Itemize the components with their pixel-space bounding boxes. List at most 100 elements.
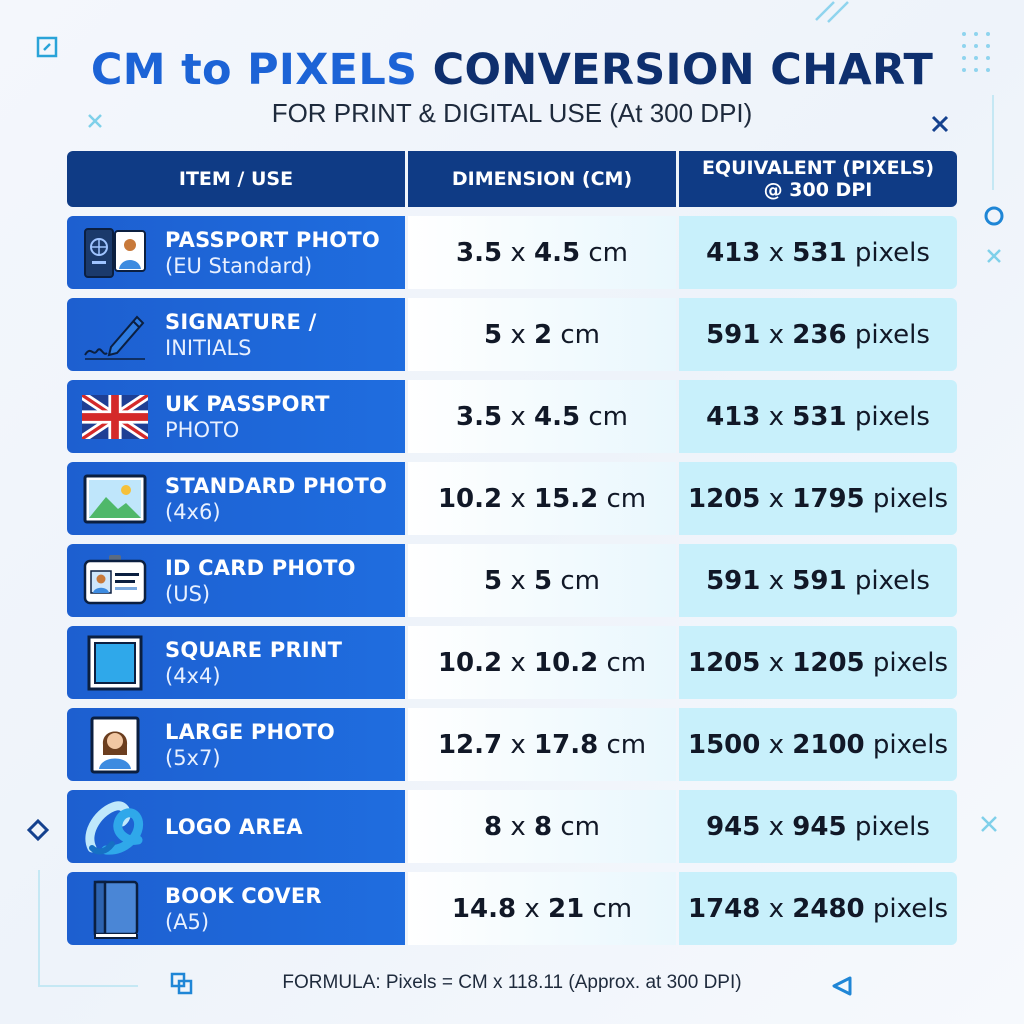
item-label-line2: (5x7) xyxy=(165,745,221,770)
pixels-width: 1205 xyxy=(687,647,761,678)
page-subtitle: FOR PRINT & DIGITAL USE (At 300 DPI) xyxy=(271,98,753,128)
pixels-height: 531 xyxy=(792,401,847,432)
dimension-height: 2 xyxy=(534,319,553,350)
item-label-line2: (EU Standard) xyxy=(165,253,313,278)
pixels-unit: pixels xyxy=(854,319,930,350)
item-label-line1: BOOK COVER xyxy=(165,883,322,908)
dimension-width: 3.5 xyxy=(456,401,503,432)
item-label-line1: PASSPORT PHOTO xyxy=(165,227,380,252)
dimension-width: 12.7 xyxy=(437,729,503,760)
dimension-unit: cm xyxy=(588,401,628,432)
header-equivalent: EQUIVALENT (PIXELS) @ 300 DPI xyxy=(679,151,957,207)
item-cell: BOOK COVER (A5) xyxy=(67,872,405,945)
header-equivalent-line2: @ 300 DPI xyxy=(763,179,873,201)
pixels-height: 236 xyxy=(792,319,847,350)
table-row: UK PASSPORT PHOTO 3.5 x 4.5 cm 413 x 531 pi… xyxy=(67,380,957,453)
item-label-line1: LOGO AREA xyxy=(165,814,303,839)
dimension-unit: cm xyxy=(606,647,647,678)
times-sign: x xyxy=(768,647,785,678)
item-label-line2: (4x4) xyxy=(165,663,221,688)
page-title: CM to PIXELS CONVERSION CHART xyxy=(0,42,1024,98)
dimension-cell: 5 x 5 cm xyxy=(408,544,676,617)
dimension-cell: 3.5 x 4.5 cm xyxy=(408,380,676,453)
table-row: ID CARD PHOTO (US) 5 x 5 cm 591 x 591 pixel… xyxy=(67,544,957,617)
times-sign: x xyxy=(768,565,785,596)
diamond-deco-icon xyxy=(26,818,50,842)
times-sign: x xyxy=(510,237,526,268)
pixels-unit: pixels xyxy=(854,401,930,432)
dimension-cell: 5 x 2 cm xyxy=(408,298,676,371)
item-label: LOGO AREA xyxy=(165,814,303,840)
dimension-height: 10.2 xyxy=(534,647,599,678)
pixels-height: 1205 xyxy=(792,647,865,678)
times-sign: x xyxy=(768,893,785,924)
circle-deco-icon xyxy=(984,206,1004,226)
times-sign: x xyxy=(510,319,526,350)
pixels-height: 1795 xyxy=(792,483,865,514)
item-label-line1: STANDARD PHOTO xyxy=(165,473,388,498)
dimension-unit: cm xyxy=(592,893,633,924)
item-label: STANDARD PHOTO (4x6) xyxy=(165,473,387,525)
item-label-line2: PHOTO xyxy=(165,417,240,442)
dimension-cell: 8 x 8 cm xyxy=(408,790,676,863)
item-label-line2: INITIALS xyxy=(165,335,252,360)
dimension-height: 4.5 xyxy=(534,237,581,268)
times-sign: x xyxy=(510,483,526,514)
square-frame-icon xyxy=(79,633,151,693)
cross-deco-icon xyxy=(981,816,997,832)
cross-deco-icon xyxy=(987,249,1001,263)
item-label: PASSPORT PHOTO (EU Standard) xyxy=(165,227,380,279)
table-row: PASSPORT PHOTO (EU Standard) 3.5 x 4.5 cm 4… xyxy=(67,216,957,289)
cross-deco-icon xyxy=(88,114,102,128)
item-label-line1: ID CARD PHOTO xyxy=(165,555,356,580)
item-label-line2: (US) xyxy=(165,581,211,606)
item-cell: ID CARD PHOTO (US) xyxy=(67,544,405,617)
times-sign: x xyxy=(768,483,785,514)
pixels-width: 413 xyxy=(706,237,761,268)
dimension-height: 21 xyxy=(548,893,585,924)
pixels-cell: 1748 x 2480 pixels xyxy=(679,872,957,945)
formula-note: FORMULA: Pixels = CM x 118.11 (Approx. a… xyxy=(282,972,742,993)
dots-grid-icon xyxy=(962,32,990,72)
item-label: SQUARE PRINT (4x4) xyxy=(165,637,342,689)
uk-flag-icon xyxy=(79,387,151,447)
times-sign: x xyxy=(510,565,526,596)
pixels-width: 1500 xyxy=(687,729,761,760)
item-cell: STANDARD PHOTO (4x6) xyxy=(67,462,405,535)
item-label-line1: UK PASSPORT xyxy=(165,391,330,416)
dimension-unit: cm xyxy=(606,483,647,514)
table-row: BOOK COVER (A5) 14.8 x 21 cm 1748 x 2480 pi… xyxy=(67,872,957,945)
item-label-line1: SQUARE PRINT xyxy=(165,637,343,662)
pixels-cell: 1205 x 1795 pixels xyxy=(679,462,957,535)
dimension-height: 4.5 xyxy=(534,401,581,432)
dimension-unit: cm xyxy=(606,729,647,760)
item-label: UK PASSPORT PHOTO xyxy=(165,391,330,443)
conversion-table: ITEM / USE DIMENSION (CM) EQUIVALENT (PI… xyxy=(67,151,957,954)
pixels-width: 591 xyxy=(706,319,761,350)
landscape-image-icon xyxy=(79,469,151,529)
passport-icon xyxy=(79,223,151,283)
table-row: SIGNATURE / INITIALS 5 x 2 cm 591 x 236 pix… xyxy=(67,298,957,371)
vertical-line-deco xyxy=(992,95,994,190)
dimension-width: 5 xyxy=(484,319,503,350)
pixels-width: 1205 xyxy=(687,483,761,514)
item-label-line2: (4x6) xyxy=(165,499,221,524)
times-sign: x xyxy=(768,811,785,842)
corner-square-icon xyxy=(36,36,58,58)
title-main: CONVERSION CHART xyxy=(432,45,934,95)
item-label-line1: LARGE PHOTO xyxy=(165,719,335,744)
item-label: LARGE PHOTO (5x7) xyxy=(165,719,335,771)
times-sign: x xyxy=(524,893,540,924)
table-row: LARGE PHOTO (5x7) 12.7 x 17.8 cm 1500 x 210… xyxy=(67,708,957,781)
pen-signature-icon xyxy=(79,305,151,365)
times-sign: x xyxy=(768,401,785,432)
dimension-width: 5 xyxy=(484,565,503,596)
pixels-cell: 413 x 531 pixels xyxy=(679,380,957,453)
pixels-width: 413 xyxy=(706,401,761,432)
item-label-line1: SIGNATURE / xyxy=(165,309,317,334)
dimension-width: 10.2 xyxy=(437,647,503,678)
header-dimension: DIMENSION (CM) xyxy=(408,151,676,207)
dimension-width: 14.8 xyxy=(451,893,517,924)
table-body: PASSPORT PHOTO (EU Standard) 3.5 x 4.5 cm 4… xyxy=(67,216,957,945)
table-header: ITEM / USE DIMENSION (CM) EQUIVALENT (PI… xyxy=(67,151,957,207)
